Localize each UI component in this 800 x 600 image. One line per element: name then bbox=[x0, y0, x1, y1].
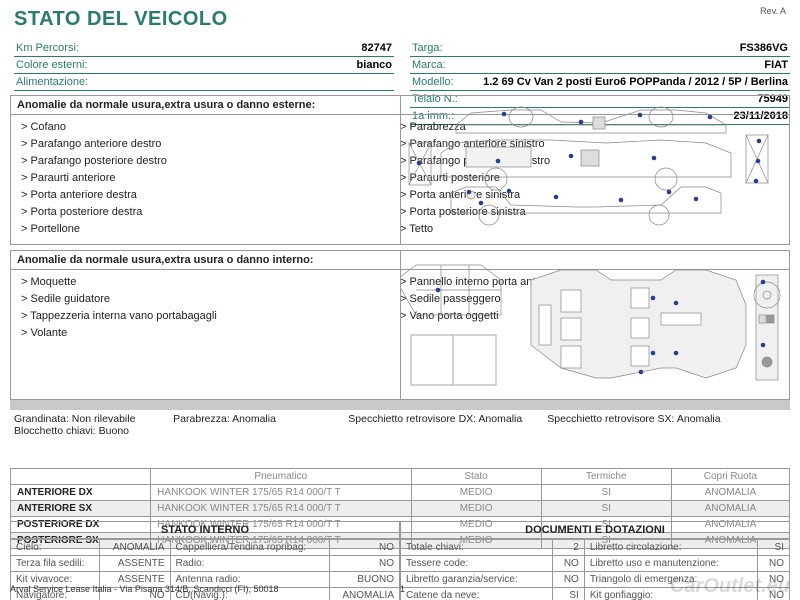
condition-strip: Grandinata: Non rilevabile Blocchetto ch… bbox=[10, 400, 790, 440]
modello-line: Modello: 1.2 69 Cv Van 2 posti Euro6 POP… bbox=[410, 74, 790, 91]
interior-diagram bbox=[400, 250, 780, 400]
alimentazione-line: Alimentazione: bbox=[14, 74, 394, 91]
specchietto-sx-status: Specchietto retrovisore SX: Anomalia bbox=[547, 413, 786, 437]
colore-esterni-line: Colore esterni: bianco bbox=[14, 57, 394, 74]
header-left-block: Km Percorsi: 82747 Colore esterni: bianc… bbox=[14, 40, 394, 91]
rev-tag: Rev. A bbox=[760, 6, 786, 16]
vehicle-condition-report: Rev. A STATO DEL VEICOLO Km Percorsi: 82… bbox=[0, 0, 800, 600]
targa-line: Targa: FS386VG bbox=[410, 40, 790, 57]
marca-line: Marca: FIAT bbox=[410, 57, 790, 74]
exterior-anomalies-col1: > Cofano > Parafango anteriore destro > … bbox=[21, 119, 400, 238]
car-exterior-svg bbox=[401, 95, 781, 245]
km-percorsi-line: Km Percorsi: 82747 bbox=[14, 40, 394, 57]
page-number: 1 bbox=[400, 584, 405, 594]
caroutlet-watermark: CarOutlet.eu bbox=[670, 575, 790, 598]
grandinata-blocchetto: Grandinata: Non rilevabile Blocchetto ch… bbox=[14, 413, 173, 437]
tire-row-fsx: ANTERIORE SX HANKOOK WINTER 175/65 R14 0… bbox=[11, 501, 790, 517]
footer-text: Arval Service Lease Italia - Via Pisana … bbox=[10, 584, 278, 594]
parabrezza-status: Parabrezza: Anomalia bbox=[173, 413, 348, 437]
specchietto-dx-status: Specchietto retrovisore DX: Anomalia bbox=[348, 413, 547, 437]
interior-anomalies-col1: > Moquette > Sedile guidatore > Tappezze… bbox=[21, 274, 400, 342]
page-title: STATO DEL VEICOLO bbox=[14, 8, 228, 31]
exterior-diagram bbox=[400, 95, 780, 245]
car-interior-svg bbox=[401, 250, 781, 400]
tire-row-fdx: ANTERIORE DX HANKOOK WINTER 175/65 R14 0… bbox=[11, 485, 790, 501]
